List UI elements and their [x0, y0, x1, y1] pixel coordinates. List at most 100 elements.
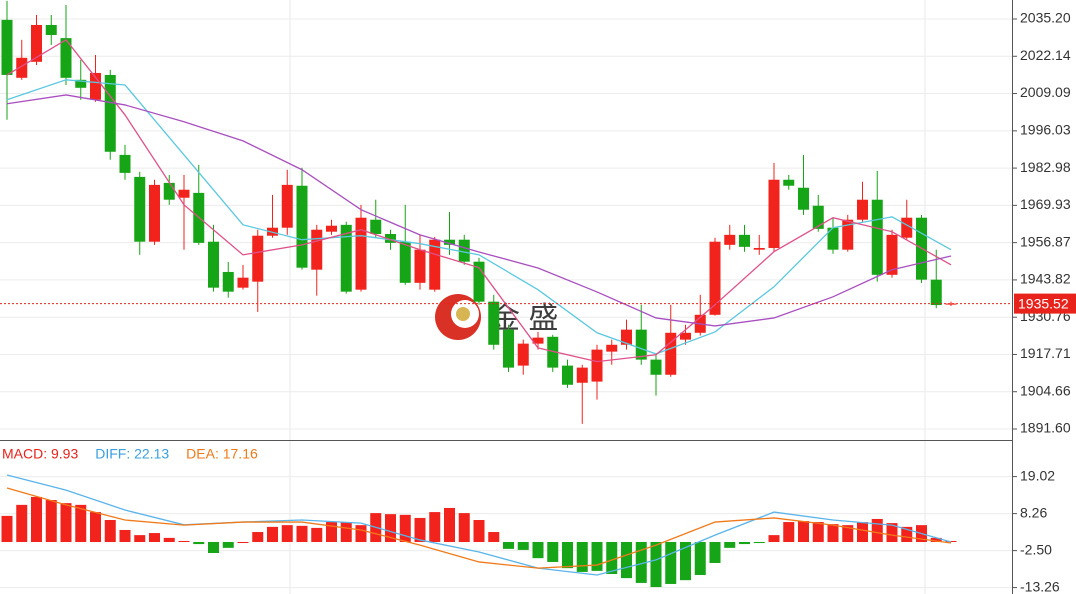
y-tick-label: 1996.03	[1020, 122, 1071, 138]
candle-body	[252, 235, 264, 282]
macd-bar	[75, 504, 87, 543]
candle-body	[768, 179, 780, 248]
line	[6, 474, 952, 576]
last-price-label: 1935.52	[1018, 295, 1069, 311]
macd-bar	[901, 526, 913, 543]
candle-body	[178, 189, 190, 198]
macd-bar	[31, 496, 42, 543]
macd-bar	[798, 521, 809, 543]
candle-body	[562, 365, 573, 385]
candle-body	[163, 182, 175, 200]
y-tick-label: 2009.09	[1020, 84, 1071, 100]
candle-body	[119, 154, 131, 173]
macd-bar	[488, 532, 500, 543]
macd-bar	[237, 542, 249, 544]
candle-body	[104, 74, 116, 152]
macd-bar	[665, 542, 677, 584]
macd-bar	[871, 518, 883, 543]
macd-bar	[385, 514, 396, 543]
macd-bar	[739, 542, 750, 545]
y-tick-label: 1904.66	[1020, 382, 1071, 398]
y-tick-label: 1969.93	[1020, 196, 1071, 212]
y-tick-label: 19.02	[1020, 467, 1055, 483]
candle-body	[532, 337, 544, 344]
macd-bar	[134, 535, 146, 543]
line	[6, 94, 952, 327]
macd-bar	[45, 500, 57, 543]
macd-bar	[473, 519, 485, 543]
candle-body	[503, 329, 514, 368]
candle-body	[355, 217, 367, 290]
candle-body	[222, 271, 234, 292]
y-tick-label: 1956.87	[1020, 233, 1071, 249]
macd-bar	[444, 507, 455, 543]
candle-body	[16, 57, 28, 78]
candle-body	[414, 249, 426, 283]
candle-body	[45, 24, 57, 35]
candle-body	[473, 261, 485, 302]
candle-body	[724, 234, 736, 245]
candle-body	[739, 234, 750, 247]
candle-body	[399, 241, 411, 283]
macd-bar	[1, 515, 13, 543]
candle-body	[429, 239, 441, 290]
candle-body	[665, 332, 677, 375]
candle-body	[650, 359, 662, 375]
y-tick-label: 8.26	[1020, 504, 1047, 520]
line	[6, 38, 952, 363]
candle-body	[1, 19, 13, 75]
candle-body	[798, 187, 809, 210]
candle-body	[930, 279, 942, 306]
candle-body	[945, 303, 957, 305]
candle-body	[871, 199, 883, 275]
y-tick-label: 2035.20	[1020, 10, 1071, 26]
macd-bar	[783, 522, 795, 543]
macd-bar	[311, 527, 323, 543]
macd-bar	[178, 540, 190, 543]
macd-bar	[60, 503, 72, 543]
candle-body	[444, 239, 455, 245]
macd-bar	[208, 542, 219, 554]
candle-body	[60, 38, 72, 78]
macd-bar	[281, 525, 293, 543]
macd-bar	[163, 537, 175, 543]
macd-bar	[753, 542, 765, 544]
candle-body	[296, 185, 308, 268]
candle-body	[281, 184, 293, 228]
candle-body	[621, 329, 632, 345]
candle-body	[370, 219, 382, 234]
candle-body	[635, 329, 647, 360]
candle-body	[75, 79, 87, 88]
macd-bar	[650, 542, 662, 588]
macd-bar	[694, 542, 706, 576]
macd-bar	[635, 542, 647, 583]
candle-body	[842, 219, 854, 250]
macd-bar	[547, 542, 559, 562]
macd-bar	[709, 542, 721, 563]
macd-bar	[503, 542, 514, 549]
candle-body	[709, 241, 721, 315]
macd-bar	[355, 525, 367, 543]
candle-body	[680, 332, 691, 340]
candle-body	[901, 217, 913, 238]
macd-bar	[606, 542, 618, 574]
y-tick-label: 1943.82	[1020, 271, 1071, 287]
candle-body	[886, 234, 898, 275]
candle-body	[857, 199, 868, 220]
macd-bar	[399, 514, 411, 543]
y-tick-label: -13.26	[1020, 578, 1060, 594]
macd-bar	[724, 542, 736, 548]
candle-body	[326, 225, 337, 232]
candle-body	[90, 72, 101, 100]
macd-bar	[532, 542, 544, 559]
macd-bar	[827, 524, 839, 543]
candle-body	[208, 241, 219, 288]
candle-body	[753, 247, 765, 250]
macd-bar	[326, 522, 337, 543]
candle-body	[827, 227, 839, 250]
candle-body	[134, 176, 146, 242]
candle-body	[458, 239, 470, 262]
macd-bar	[149, 533, 160, 543]
